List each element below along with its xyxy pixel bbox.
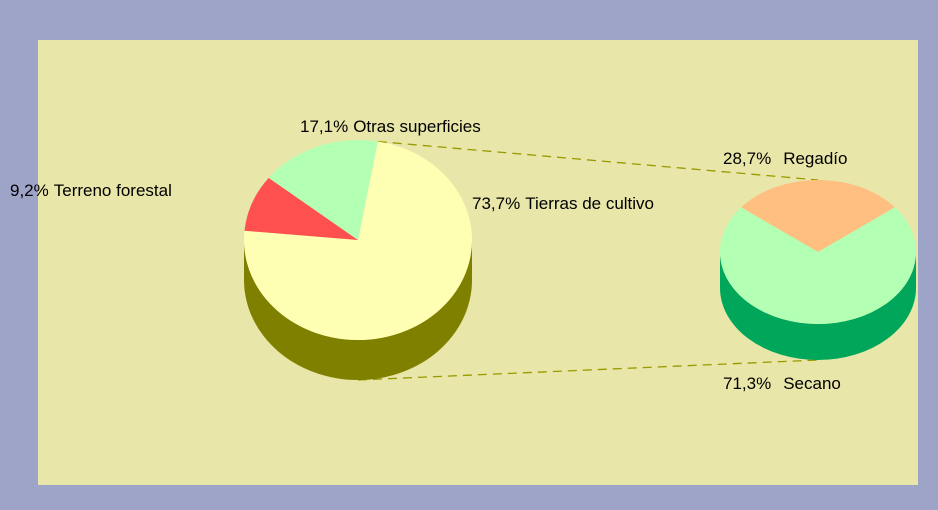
label-value: 71,3% (723, 374, 771, 393)
pie-slice (268, 140, 378, 240)
connector-line (357, 359, 819, 381)
label-value: 17,1% (300, 117, 348, 136)
pie-side (244, 240, 472, 380)
pie-side (720, 252, 916, 360)
pie-slice (244, 177, 358, 240)
label-value: 28,7% (723, 149, 771, 168)
label-category: Regadío (783, 149, 847, 168)
label-value: 73,7% (472, 194, 520, 213)
data-label: 73,7% Tierras de cultivo (472, 194, 654, 213)
connector-line (377, 140, 819, 181)
label-category: Otras superficies (353, 117, 481, 136)
label-value: 9,2% (10, 181, 49, 200)
data-label: 9,2% Terreno forestal (10, 181, 172, 200)
pie-slice (741, 180, 895, 252)
data-label: 17,1% Otras superficies (300, 117, 481, 136)
data-label: 71,3% Secano (723, 374, 841, 393)
label-category: Secano (783, 374, 841, 393)
label-category: Tierras de cultivo (525, 194, 654, 213)
pie-slice (720, 207, 916, 324)
pie-slice (244, 141, 472, 341)
label-category: Terreno forestal (54, 181, 172, 200)
data-label: 28,7% Regadío (723, 149, 847, 168)
